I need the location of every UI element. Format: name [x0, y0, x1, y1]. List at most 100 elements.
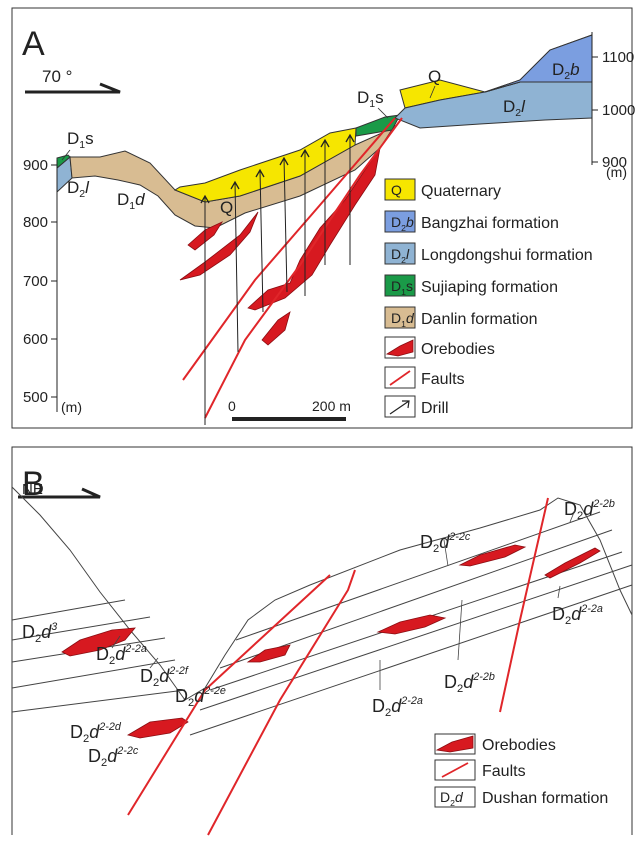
label-main: Q — [428, 67, 441, 86]
label-main: D — [22, 622, 35, 642]
orebody — [460, 545, 525, 566]
fault — [128, 575, 330, 815]
label-sup: 2-2a — [580, 603, 603, 615]
formation-label: D2d2-2a — [372, 695, 423, 719]
direction-label: 70 ° — [42, 67, 72, 86]
label-main: D — [444, 672, 457, 692]
legend-text: Danlin formation — [421, 311, 538, 328]
legend-text: Longdongshui formation — [421, 247, 593, 264]
legend-text: Drill — [421, 400, 449, 417]
right-axis-label: 1100 — [602, 49, 634, 66]
right-axis-label: 1000 — [602, 102, 635, 119]
label-rock: s — [85, 129, 94, 148]
figure: A70 °900800700600500(m)11001000900(m)QD1… — [0, 0, 644, 841]
label-main: D — [391, 246, 401, 262]
formation-label: Q — [220, 198, 233, 217]
label-main: D — [175, 686, 188, 706]
orebody — [262, 312, 290, 345]
left-axis-label: 600 — [23, 331, 48, 348]
sujiaping — [356, 115, 400, 136]
label-sup: 2-2e — [203, 685, 226, 697]
label-rock: d — [406, 310, 415, 326]
fault — [500, 498, 548, 712]
scale-bar — [232, 417, 346, 421]
formation-label: D2l — [503, 97, 526, 119]
legend-text: Sujiaping formation — [421, 279, 558, 296]
label-main: D — [117, 190, 129, 209]
label-main: D — [440, 789, 450, 805]
legend-text: Orebodies — [482, 737, 556, 754]
left-axis-label: 900 — [23, 157, 48, 174]
label-main: D — [88, 746, 101, 766]
leader — [378, 108, 388, 118]
orebody — [128, 718, 188, 738]
label-rock: b — [406, 214, 414, 230]
leader — [558, 586, 560, 598]
orebody — [248, 645, 290, 662]
label-main: D — [420, 532, 433, 552]
bedding — [200, 565, 632, 710]
label-main: D — [67, 129, 79, 148]
bedding — [12, 600, 125, 620]
label-sup: 3 — [51, 621, 57, 633]
label-main: D — [552, 60, 564, 79]
right-axis-unit: (m) — [606, 164, 627, 180]
label-main: Q — [220, 198, 233, 217]
formation-label: D2d2-2a — [552, 603, 603, 627]
label-rock: d — [455, 789, 464, 805]
scale-label: 200 m — [312, 398, 351, 414]
formation-label: D2d2-2d — [70, 721, 122, 745]
leader — [458, 600, 462, 660]
left-axis-label: 500 — [23, 389, 48, 406]
formation-label: D2d2-2b — [444, 671, 495, 695]
formation-label: D2l — [67, 178, 90, 200]
left-axis-label: 700 — [23, 273, 48, 290]
label-rock: b — [570, 60, 579, 79]
label-sup: 2-2c — [448, 531, 471, 543]
label-sup: 2-2b — [592, 498, 615, 510]
orebody — [545, 548, 600, 578]
label-main: D — [372, 696, 385, 716]
label-main: D — [564, 499, 577, 519]
legend-text: Quaternary — [421, 183, 501, 200]
left-axis-label: 800 — [23, 214, 48, 231]
label-main: D — [552, 604, 565, 624]
formation-label: D1s — [67, 129, 94, 151]
topography — [12, 487, 632, 700]
label-main: Q — [391, 182, 402, 198]
label-rock: d — [135, 190, 145, 209]
formation-label: D2d2-2e — [175, 685, 226, 709]
formation-label: Q — [428, 67, 441, 86]
label-sup: 2-2a — [124, 643, 147, 655]
bedding — [12, 690, 185, 712]
label-main: D — [67, 178, 79, 197]
left-axis-unit: (m) — [61, 399, 82, 415]
label-main: D — [357, 88, 369, 107]
label-sup: 2-2f — [168, 665, 189, 677]
label-main: D — [96, 644, 109, 664]
label-main: D — [503, 97, 515, 116]
formation-label: D2d2-2a — [96, 643, 147, 667]
label-main: D — [391, 310, 401, 326]
legend-text: Dushan formation — [482, 790, 608, 807]
scale-label: 0 — [228, 398, 236, 414]
label-sup: 2-2b — [472, 671, 495, 683]
label-rock: s — [375, 88, 384, 107]
label-main: D — [140, 666, 153, 686]
formation-label: D1d — [117, 190, 145, 212]
label-rock: s — [406, 278, 413, 294]
label-sup: 2-2a — [400, 695, 423, 707]
formation-label: D2d2-2c — [88, 745, 139, 769]
label-sup: 2-2c — [116, 745, 139, 757]
direction-arrow — [25, 84, 120, 92]
panel-label: A — [22, 25, 45, 63]
label-rock: l — [85, 178, 90, 197]
label-main: D — [70, 722, 83, 742]
legend-text: Faults — [482, 763, 526, 780]
label-main: D — [391, 278, 401, 294]
fault — [208, 570, 355, 835]
page: A70 °900800700600500(m)11001000900(m)QD1… — [0, 0, 644, 846]
legend-swatch-label: Q — [391, 182, 402, 198]
label-sup: 2-2d — [98, 721, 122, 733]
direction-label: NE — [22, 481, 43, 498]
